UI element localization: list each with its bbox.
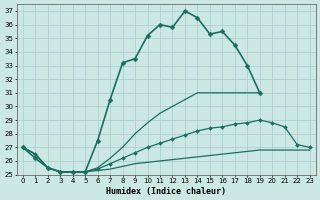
X-axis label: Humidex (Indice chaleur): Humidex (Indice chaleur) xyxy=(106,187,226,196)
